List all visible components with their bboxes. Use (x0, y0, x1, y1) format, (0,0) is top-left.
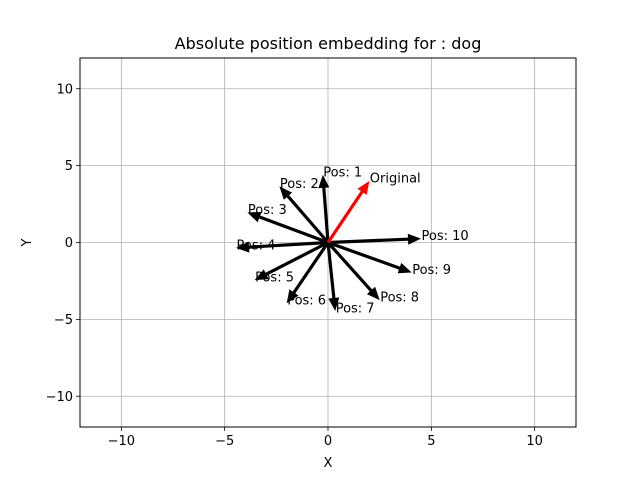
vector-labels: Pos: 1 Pos: 2 Pos: 3 Pos: 4 Pos: 5 Pos: 6 Pos:… (237, 165, 469, 316)
vectors (236, 174, 421, 311)
x-tick-label: 5 (427, 434, 435, 449)
vector-arrow-pos-4 (236, 240, 329, 253)
vector-label: Pos: 3 (248, 203, 287, 218)
ticks: −10 −5 0 5 10 −10 −5 0 5 10 (46, 82, 543, 449)
vector-label: Pos: 6 (287, 294, 326, 309)
x-axis-title: X (324, 456, 333, 471)
chart-title: Absolute position embedding for : dog (175, 34, 482, 53)
vector-arrow-original (326, 181, 370, 244)
y-tick-label: 0 (65, 236, 73, 251)
y-tick-label: −10 (46, 390, 73, 405)
vector-label: Pos: 7 (336, 301, 375, 316)
vector-arrow-pos-6 (286, 241, 330, 304)
vector-label: Pos: 5 (255, 271, 294, 286)
y-tick-label: 10 (56, 82, 73, 97)
vector-label: Pos: 10 (422, 229, 469, 244)
vector-label: Pos: 4 (237, 238, 276, 253)
y-tick-label: −5 (54, 313, 73, 328)
vector-label: Pos: 9 (412, 263, 451, 278)
x-tick-label: 0 (324, 434, 332, 449)
vector-arrow-pos-5 (254, 241, 329, 281)
y-axis-title: Y (20, 238, 35, 247)
vector-arrow-pos-10 (327, 233, 421, 245)
vector-label: Original (370, 172, 421, 187)
vector-label: Pos: 2 (280, 177, 319, 192)
vector-arrow-pos-3 (247, 211, 329, 244)
x-tick-label: −5 (215, 434, 234, 449)
vector-arrow-pos-8 (326, 241, 380, 301)
x-tick-label: 10 (526, 434, 543, 449)
vector-arrow-pos-7 (326, 242, 340, 311)
vector-arrow-pos-9 (327, 240, 412, 274)
vector-label: Pos: 8 (380, 291, 419, 306)
vector-arrow-pos-2 (279, 186, 330, 244)
vector-arrow-pos-1 (318, 174, 330, 243)
x-tick-label: −10 (108, 434, 135, 449)
y-tick-label: 5 (65, 159, 73, 174)
vector-label: Pos: 1 (323, 165, 362, 180)
